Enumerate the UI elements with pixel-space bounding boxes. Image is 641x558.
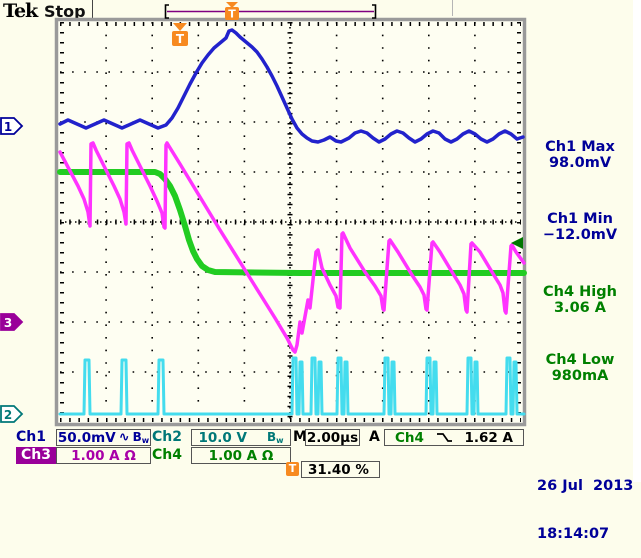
trigger-source: Ch4	[395, 429, 424, 446]
ch1-output-ripple-blue-trace	[58, 28, 525, 144]
trigger-group-label: A	[369, 429, 380, 445]
ch2-scale-box: 10.0 V Bw	[191, 429, 291, 446]
record-bar-trigger-letter: T	[228, 8, 236, 21]
timebase-box: 2.00µs	[305, 429, 360, 446]
tek-logo: Tek	[3, 0, 38, 22]
acquisition-status: Stop	[44, 2, 86, 21]
ch1-scale-box: 50.0mV ∿ Bw	[56, 429, 151, 446]
ch2-pulses-cyan-trace	[58, 356, 526, 416]
ch1-coupling-icon: ∿	[118, 430, 130, 445]
ch3-scale-box: 1.00 A Ω	[56, 447, 151, 464]
ch3-inductor-sawtooth-magenta-trace	[58, 141, 526, 354]
screen-right-margin	[633, 0, 641, 482]
ch4-current-green-trace	[57, 169, 527, 276]
channel-marker-1	[0, 117, 24, 135]
record-bar-trigger-marker	[225, 7, 239, 20]
channel-marker-2	[0, 405, 24, 423]
trigger-position-box: 31.40 %	[301, 461, 380, 478]
measurement-value: 98.0mV	[548, 155, 612, 171]
graticule-frame	[54, 17, 527, 427]
timebase-label: M	[293, 429, 307, 445]
ch2-scale: 10.0 V	[198, 429, 247, 446]
trigger-time-marker-letter: T	[176, 32, 185, 46]
ch3-scale: 1.00 A Ω	[71, 447, 136, 464]
trigger-position-value: 31.40 %	[308, 461, 369, 478]
channel-marker-label-2: 2	[4, 408, 12, 422]
ch3-label: Ch3	[16, 447, 56, 464]
trigger-time-arrow-icon	[173, 23, 187, 31]
ch2-label: Ch2	[152, 429, 182, 445]
time: 18:14:07	[537, 526, 610, 542]
measurement-value: −12.0mV	[542, 227, 618, 243]
trigger-level: 1.62 A	[464, 429, 513, 446]
measurement-ch1-min: Ch1 Min −12.0mV	[524, 211, 636, 243]
ch1-label: Ch1	[16, 429, 46, 445]
ch4-scale-box: 1.00 A Ω	[191, 447, 291, 464]
measurement-label: Ch1 Min	[547, 211, 613, 227]
record-bar-trigger-arrow-icon	[226, 2, 238, 8]
datetime: 26 Jul 2013 18:14:07	[537, 446, 633, 558]
measurement-label: Ch4 High	[543, 284, 617, 300]
ch4-label: Ch4	[152, 447, 182, 463]
measurement-value: 980mA	[551, 368, 609, 384]
ch1-bandwidth-icon: Bw	[132, 430, 150, 445]
header-divider	[92, 0, 93, 18]
measurement-ch1-max: Ch1 Max 98.0mV	[524, 139, 636, 171]
ch2-bandwidth-icon: Bw	[266, 430, 284, 445]
trigger-level-arrow-icon	[511, 237, 523, 249]
channel-marker-label-3: 3	[4, 316, 12, 330]
waveform-display: 1 3 2 T T	[0, 2, 527, 427]
measurement-label: Ch4 Low	[545, 352, 615, 368]
trigger-time-marker	[172, 31, 188, 46]
measurement-ch4-low: Ch4 Low 980mA	[524, 352, 636, 384]
oscilloscope-screen: { "header": { "logo": "Tek", "acquisitio…	[0, 0, 641, 542]
falling-edge-icon	[436, 433, 452, 442]
measurement-value: 3.06 A	[553, 300, 607, 316]
channel-marker-label-1: 1	[4, 120, 12, 134]
record-bar-right-bracket	[372, 4, 377, 19]
ch4-scale: 1.00 A Ω	[208, 447, 274, 464]
trigger-box: Ch4 1.62 A	[384, 429, 524, 446]
timebase-value: 2.00µs	[306, 429, 359, 446]
header-divider-2	[452, 0, 453, 16]
date: 26 Jul 2013	[537, 478, 634, 494]
channel-marker-3	[0, 313, 24, 331]
measurement-label: Ch1 Max	[545, 139, 615, 155]
trigger-position-icon: T	[286, 462, 299, 476]
measurement-ch4-high: Ch4 High 3.06 A	[524, 284, 636, 316]
record-bar-left-bracket	[164, 4, 169, 19]
ch1-scale: 50.0mV	[57, 429, 116, 446]
